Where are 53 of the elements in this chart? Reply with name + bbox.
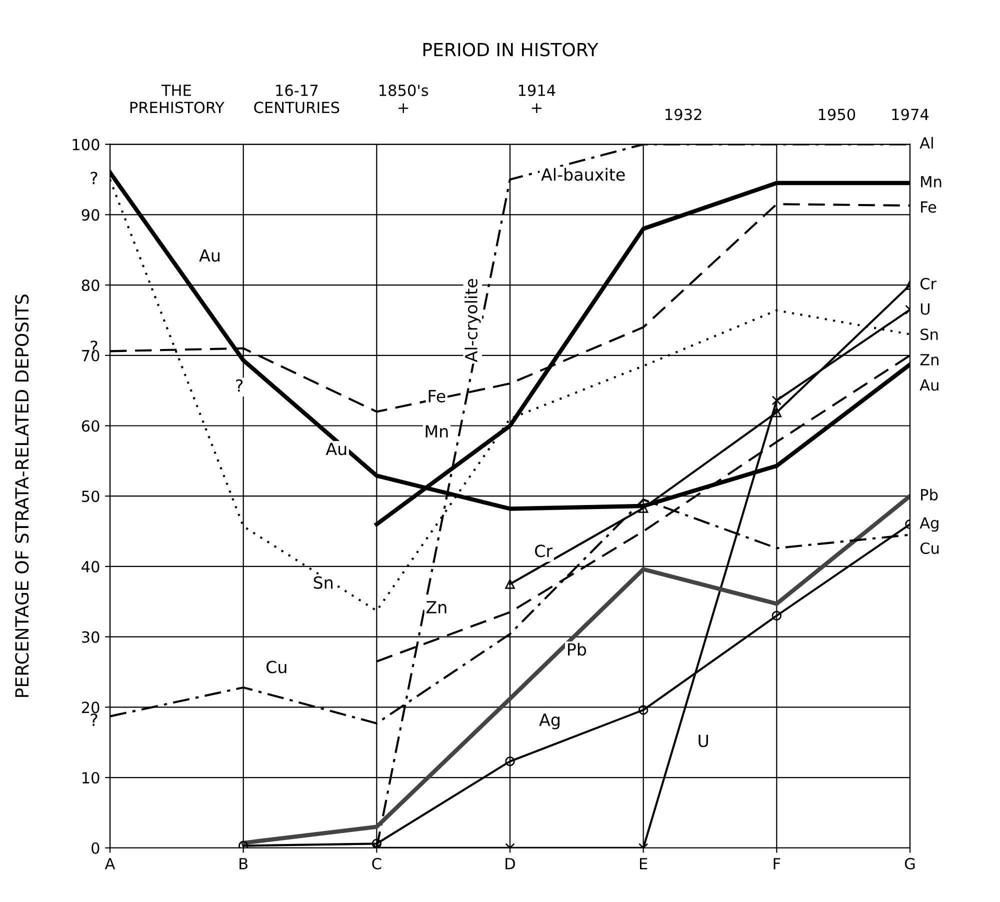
series-label: Mn — [921, 176, 942, 188]
annotation: Pb — [568, 642, 586, 656]
annotation: Cr — [535, 544, 553, 558]
text: ? — [90, 713, 98, 726]
annotation: Cu — [266, 660, 286, 674]
series-label: Pb — [921, 488, 938, 501]
annotation: Au — [199, 249, 220, 262]
x-tick-label: C — [372, 858, 382, 870]
text: 1914 + — [518, 84, 556, 113]
annotation: Au — [326, 442, 346, 456]
y-tick-label: 10 — [82, 772, 100, 784]
y-tick-label: 40 — [82, 560, 100, 572]
series-label: Sn — [920, 328, 938, 340]
series-label: Cr — [920, 278, 937, 290]
text: PERIOD IN HISTORY — [423, 42, 598, 56]
annotation: Fe — [428, 390, 446, 402]
text: 1850's + — [379, 84, 428, 113]
x-tick-label: A — [104, 858, 116, 870]
text: ? — [90, 172, 98, 184]
series-label: Al — [920, 136, 933, 149]
y-tick-label: 60 — [82, 420, 100, 432]
y-tick-label: 50 — [82, 490, 100, 502]
text: THE PREHISTORY — [130, 84, 224, 114]
annotation: Al-cryolite — [464, 279, 481, 362]
annotation: U — [698, 734, 708, 748]
y-tick-label: 90 — [82, 209, 100, 221]
x-tick-label: B — [240, 858, 248, 870]
series-label: Zn — [920, 354, 938, 366]
annotation: Sn — [314, 576, 332, 589]
x-tick-label: G — [904, 858, 915, 870]
text: 1932 — [666, 108, 702, 120]
y-tick-label: 80 — [82, 279, 100, 292]
x-tick-label: E — [640, 858, 648, 870]
y-tick-label: 100 — [72, 138, 100, 150]
x-tick-label: F — [774, 858, 780, 870]
annotation: ? — [236, 379, 243, 392]
x-tick-label: D — [506, 858, 515, 870]
annotation: Mn — [426, 425, 448, 438]
series-label: Fe — [921, 201, 936, 213]
text: 16-17 CENTURIES — [254, 84, 340, 114]
series-label: Ag — [920, 517, 938, 532]
y-tick-label: 20 — [82, 702, 100, 714]
y-tick-label: 0 — [92, 842, 100, 854]
series-label: U — [920, 303, 930, 315]
text: 1950 — [818, 108, 856, 120]
y-axis-title: PERCENTAGE OF STRATA-RELATED DEPOSITS — [15, 294, 29, 697]
annotation: Al-bauxite — [541, 168, 625, 181]
series-label: Au — [920, 379, 938, 391]
series-label: Cu — [920, 542, 939, 554]
y-tick-label: 30 — [82, 631, 100, 643]
annotation: Zn — [426, 601, 446, 614]
text: 1974 — [892, 108, 929, 120]
annotation: Ag — [539, 714, 560, 730]
